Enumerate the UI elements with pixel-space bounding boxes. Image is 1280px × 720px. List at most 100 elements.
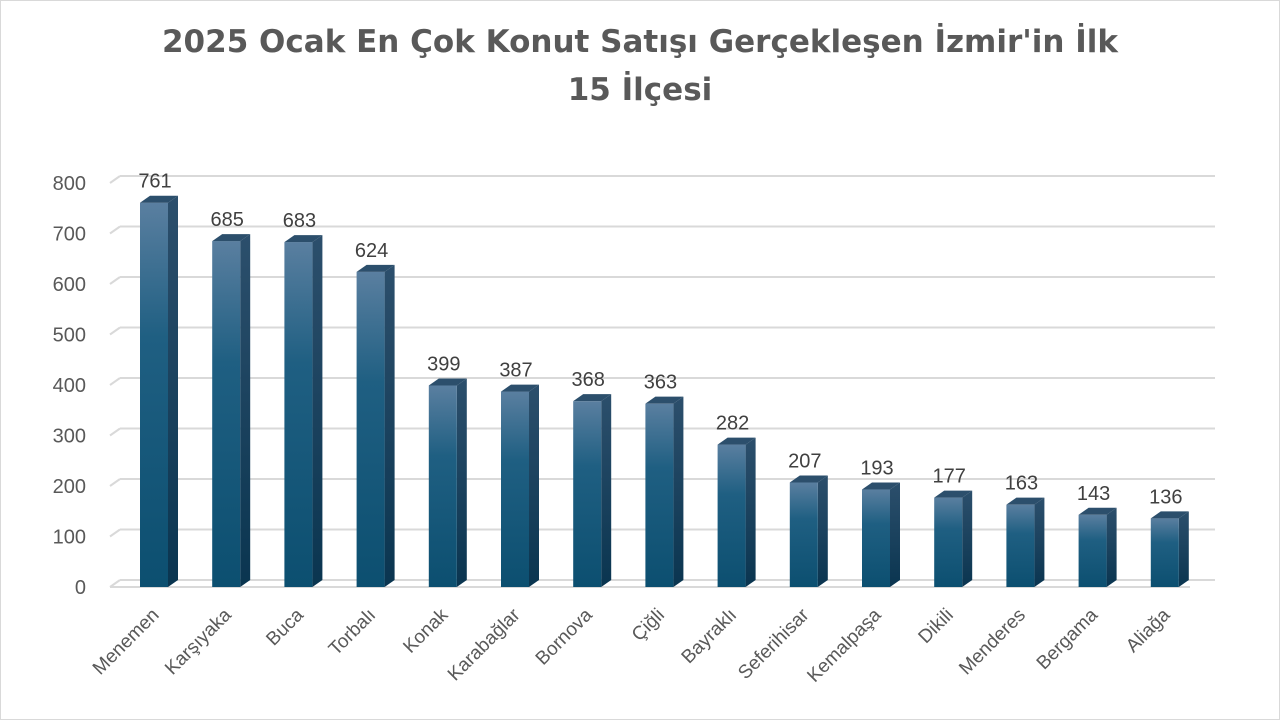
bar-side — [456, 378, 467, 587]
bar-front — [284, 242, 313, 587]
chart-title-line-2: 15 İlçesi — [567, 72, 713, 108]
y-tick-label: 600 — [53, 274, 86, 296]
y-tick-label: 500 — [53, 325, 86, 347]
x-tick-label: Karşıyaka — [161, 604, 236, 679]
bar-side — [529, 384, 539, 587]
x-tick-label: Karabağlar — [444, 604, 525, 685]
x-tick-label: Bayraklı — [678, 605, 741, 668]
data-label: 207 — [788, 450, 821, 472]
data-label: 193 — [860, 458, 893, 480]
bar-side — [384, 264, 395, 587]
bar-top — [140, 195, 178, 203]
gridline-edge — [109, 478, 121, 487]
bar-top — [862, 482, 900, 490]
data-label: 177 — [933, 466, 966, 488]
bar — [1006, 497, 1045, 587]
bar — [934, 490, 973, 587]
bar-front — [862, 489, 890, 587]
gridline-edge — [109, 427, 121, 437]
data-label: 387 — [499, 360, 532, 382]
data-label: 368 — [572, 369, 605, 391]
bar-top — [284, 235, 323, 243]
x-tick-label: Menderes — [955, 605, 1030, 680]
x-tick-label: Aliağa — [1122, 604, 1175, 657]
bar-front — [789, 482, 818, 587]
bar-side — [817, 475, 828, 587]
bar — [356, 264, 395, 587]
x-tick-label: Buca — [262, 604, 308, 650]
chart-title: 2025 Ocak En Çok Konut Satışı Gerçekleşe… — [0, 18, 1280, 114]
gridline-edge — [109, 276, 121, 285]
gridline-edge — [109, 528, 121, 538]
chart-title-line-1: 2025 Ocak En Çok Konut Satışı Gerçekleşe… — [161, 24, 1119, 60]
gridline-edge — [109, 225, 121, 235]
gridline-edge — [109, 579, 121, 588]
gridline-edge — [109, 175, 121, 184]
data-label: 399 — [427, 354, 460, 376]
y-tick-label: 800 — [53, 173, 86, 195]
y-tick-label: 100 — [53, 527, 86, 549]
bar — [645, 396, 684, 587]
data-label: 163 — [1005, 473, 1038, 495]
bar-top — [1078, 507, 1117, 515]
bar-side — [890, 482, 900, 587]
bar-top — [789, 475, 828, 483]
bar-side — [673, 396, 684, 587]
bar-side — [312, 235, 323, 587]
bar-front — [934, 497, 963, 587]
bar — [717, 437, 756, 587]
bar-front — [1006, 504, 1035, 587]
bar-side — [1178, 511, 1189, 587]
bar-front — [717, 444, 746, 587]
data-label: 685 — [211, 209, 244, 231]
bar — [1078, 507, 1117, 587]
bar-front — [573, 401, 602, 587]
bar-front — [1078, 514, 1107, 587]
y-tick-label: 400 — [53, 375, 86, 397]
gridline-edge — [109, 377, 121, 386]
bar-top — [645, 396, 684, 404]
data-label: 624 — [355, 240, 388, 262]
bar-top — [934, 490, 973, 498]
x-tick-label: Bornova — [532, 604, 597, 669]
bar-side — [962, 490, 973, 587]
y-axis-ticks: 0 100 200 300 400 500 600 700 800 — [53, 173, 86, 599]
x-tick-label: Dikili — [915, 605, 958, 648]
data-label: 683 — [283, 210, 316, 232]
data-labels: 761 685 683 624 399 387 368 363 282 207 193 177 163 1… — [138, 171, 1182, 509]
x-tick-label: Seferihisar — [734, 604, 814, 684]
bar-side — [168, 195, 178, 587]
bar — [573, 394, 612, 587]
bar-top — [501, 384, 539, 392]
bar-top — [428, 378, 467, 386]
x-tick-label: Bergama — [1033, 604, 1103, 674]
x-tick-label: Torbalı — [325, 605, 380, 660]
bar-top — [356, 264, 395, 272]
x-tick-label: Konak — [399, 604, 452, 657]
bar — [1150, 511, 1189, 587]
bar-top — [212, 234, 251, 242]
bar — [212, 234, 251, 587]
gridline-edge — [109, 326, 121, 336]
x-tick-label: Menemen — [89, 605, 164, 680]
bar-front — [1150, 518, 1179, 587]
bar-side — [1034, 497, 1045, 587]
y-tick-label: 300 — [53, 426, 86, 448]
data-label: 761 — [138, 171, 171, 193]
bar-front — [501, 391, 529, 587]
y-tick-label: 0 — [75, 577, 86, 599]
bar-side — [745, 437, 756, 587]
x-tick-label: Kemalpaşa — [803, 604, 885, 686]
bar — [501, 384, 539, 587]
x-tick-label: Çiğli — [628, 605, 669, 646]
bar-front — [645, 403, 674, 587]
bar-top — [573, 394, 612, 402]
data-label: 136 — [1149, 486, 1182, 508]
bar-front — [428, 385, 457, 587]
bar-side — [1106, 507, 1117, 587]
bar-side — [601, 394, 612, 587]
bar-top — [717, 437, 756, 445]
bar — [862, 482, 900, 587]
bar-side — [240, 234, 251, 587]
